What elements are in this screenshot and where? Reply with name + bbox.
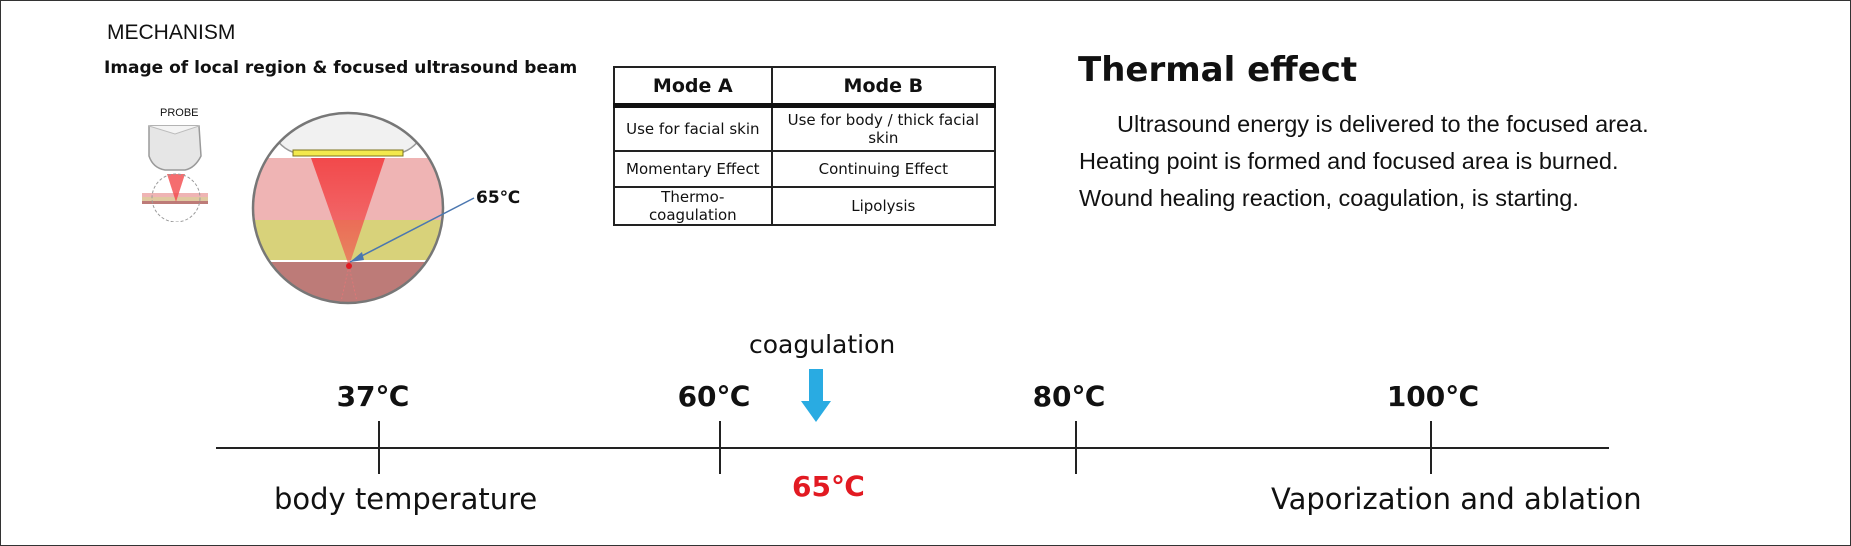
focus-temperature-label: 65℃ [476,188,521,208]
focus-callout-arrow [349,197,475,263]
magnified-region-diagram [251,111,445,305]
tick-label-100: 100℃ [1386,380,1480,413]
table-cell: Lipolysis [770,186,997,226]
mode-b-header: Mode B [770,66,997,108]
table-row: Thermo-coagulation Lipolysis [613,186,997,226]
tick-label-60: 60℃ [677,380,751,413]
tick-label-80: 80℃ [1032,380,1106,413]
thermal-line: Wound healing reaction, coagulation, is … [1079,185,1579,211]
tick-label-37: 37℃ [336,380,410,413]
table-cell: Use for facial skin [613,104,773,152]
table-row: Use for facial skin Use for body / thick… [613,104,997,152]
vaporization-label: Vaporization and ablation [1271,482,1642,516]
thermal-effect-description: Ultrasound energy is delivered to the fo… [1079,106,1819,217]
thermal-line: Heating point is formed and focused area… [1079,148,1619,174]
down-arrow-icon [801,369,831,422]
probe-icon [142,125,208,222]
table-cell: Thermo-coagulation [613,186,773,226]
coagulation-label: coagulation [749,330,896,359]
illustration-caption: Image of local region & focused ultrasou… [104,58,578,78]
mode-a-header: Mode A [613,66,773,108]
table-cell: Continuing Effect [770,150,997,188]
probe-label: PROBE [160,107,199,119]
thermal-line: Ultrasound energy is delivered to the fo… [1117,111,1649,137]
section-title: MECHANISM [107,21,236,44]
coagulation-temperature: 65℃ [792,470,865,503]
table-row: Momentary Effect Continuing Effect [613,150,997,188]
thermal-effect-title: Thermal effect [1078,50,1358,90]
modes-table: Mode A Mode B Use for facial skin Use fo… [613,66,997,226]
table-cell: Momentary Effect [613,150,773,188]
body-temperature-label: body temperature [274,482,538,516]
table-cell: Use for body / thick facial skin [770,104,997,152]
